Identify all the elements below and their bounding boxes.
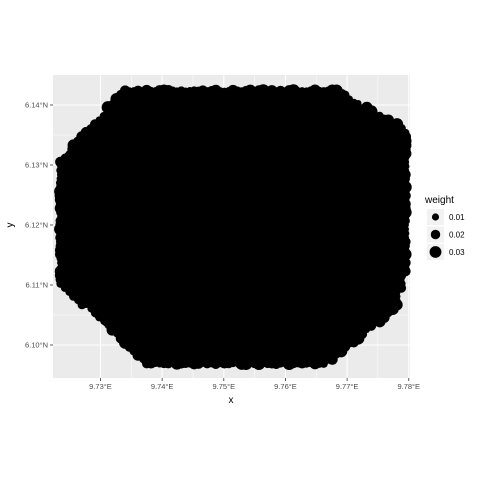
data-points bbox=[54, 84, 412, 371]
y-axis-title: y bbox=[5, 223, 16, 228]
data-point bbox=[341, 90, 350, 100]
legend-key-point bbox=[431, 213, 440, 221]
legend-label: 0.03 bbox=[449, 248, 465, 257]
x-tick-label: 9.75°E bbox=[212, 382, 235, 391]
x-tick-label: 9.74°E bbox=[151, 382, 174, 391]
x-tick-label: 9.73°E bbox=[89, 382, 112, 391]
x-axis: 9.73°E 9.74°E 9.75°E 9.76°E 9.77°E 9.78°E bbox=[89, 378, 420, 391]
legend-title: weight bbox=[424, 195, 454, 206]
x-axis-title: x bbox=[229, 395, 234, 406]
data-point bbox=[354, 99, 362, 107]
data-point bbox=[216, 87, 224, 95]
data-point bbox=[375, 111, 384, 120]
legend-key-point bbox=[429, 246, 442, 258]
legend-key-point bbox=[430, 229, 441, 240]
data-point bbox=[361, 101, 373, 114]
legend: weight 0.01 0.02 0.03 bbox=[424, 195, 465, 260]
y-tick-label: 6.12°N bbox=[25, 221, 48, 230]
y-tick-label: 6.11°N bbox=[26, 281, 48, 290]
x-tick-label: 9.77°E bbox=[336, 382, 359, 391]
data-point bbox=[330, 84, 343, 97]
data-point bbox=[382, 114, 394, 126]
y-tick-label: 6.10°N bbox=[25, 341, 48, 350]
legend-keys: 0.01 0.02 0.03 bbox=[427, 209, 465, 260]
y-tick-label: 6.13°N bbox=[25, 161, 48, 170]
x-tick-label: 9.76°E bbox=[274, 382, 297, 391]
data-point bbox=[244, 84, 257, 97]
legend-label: 0.01 bbox=[449, 213, 465, 222]
y-tick-label: 6.14°N bbox=[25, 101, 48, 110]
y-axis: 6.10°N 6.11°N 6.12°N 6.13°N 6.14°N bbox=[25, 101, 53, 350]
legend-label: 0.02 bbox=[449, 231, 465, 240]
x-tick-label: 9.78°E bbox=[397, 382, 420, 391]
data-point bbox=[390, 118, 404, 131]
